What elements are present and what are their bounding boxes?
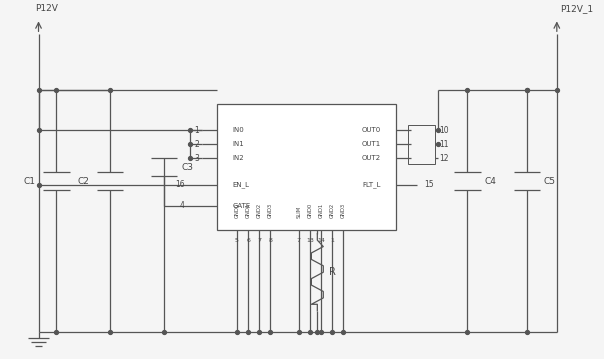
Text: GND3: GND3 (268, 203, 273, 218)
Text: 10: 10 (440, 126, 449, 135)
Text: SLIM: SLIM (297, 206, 301, 218)
Text: OUT2: OUT2 (362, 155, 381, 162)
Text: FLT_L: FLT_L (362, 181, 381, 188)
Text: C3: C3 (181, 163, 193, 172)
Text: 5: 5 (235, 238, 239, 243)
Text: P12V: P12V (36, 4, 59, 13)
Bar (217, 104, 396, 230)
Text: GATE: GATE (232, 203, 251, 209)
Text: 1: 1 (194, 126, 199, 135)
Bar (408, 125, 435, 164)
Text: 6: 6 (246, 238, 250, 243)
Text: C5: C5 (544, 177, 556, 186)
Text: 7: 7 (297, 238, 301, 243)
Text: P12V_1: P12V_1 (560, 4, 593, 13)
Text: 8: 8 (268, 238, 272, 243)
Text: 1: 1 (330, 238, 334, 243)
Text: R: R (329, 267, 336, 277)
Text: 12: 12 (440, 154, 449, 163)
Text: 14: 14 (317, 238, 325, 243)
Text: 4: 4 (179, 201, 184, 210)
Text: GND2: GND2 (330, 203, 335, 218)
Text: 13: 13 (306, 238, 314, 243)
Text: 7: 7 (257, 238, 261, 243)
Text: 16: 16 (175, 180, 184, 189)
Text: IN2: IN2 (232, 155, 244, 162)
Text: GND1: GND1 (318, 203, 323, 218)
Text: GND1: GND1 (246, 203, 251, 218)
Text: 11: 11 (440, 140, 449, 149)
Text: C4: C4 (484, 177, 496, 186)
Text: 15: 15 (424, 180, 434, 189)
Text: C1: C1 (24, 177, 36, 186)
Text: GND2: GND2 (257, 203, 262, 218)
Text: GND3: GND3 (341, 203, 345, 218)
Text: IN0: IN0 (232, 127, 244, 134)
Text: EN_L: EN_L (232, 181, 249, 188)
Text: IN1: IN1 (232, 141, 244, 148)
Text: OUT0: OUT0 (362, 127, 381, 134)
Text: GND0: GND0 (307, 203, 313, 218)
Text: 3: 3 (194, 154, 199, 163)
Text: GND0: GND0 (234, 203, 239, 218)
Text: C2: C2 (77, 177, 89, 186)
Text: OUT1: OUT1 (362, 141, 381, 148)
Text: 2: 2 (194, 140, 199, 149)
